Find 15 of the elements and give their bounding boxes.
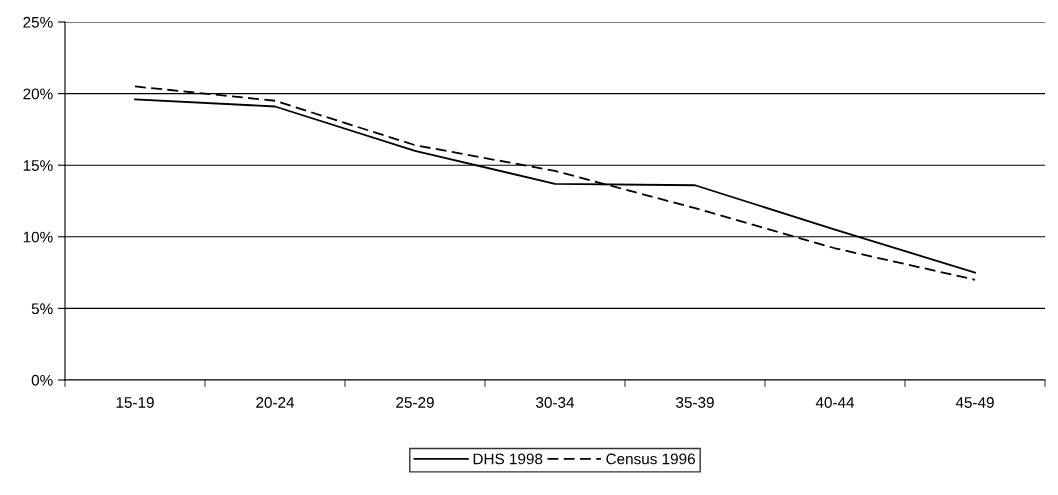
x-tick-label: 20-24 <box>256 397 295 408</box>
x-tick-label: 30-34 <box>536 397 575 408</box>
x-tick-label: 15-19 <box>116 397 154 408</box>
y-tick-label: 5% <box>31 303 53 315</box>
y-tick-label: 10% <box>23 231 53 243</box>
y-tick-label: 15% <box>23 160 53 171</box>
y-tick-label: 25% <box>23 16 53 28</box>
y-tick-label: 20% <box>23 88 53 100</box>
y-tick-label: 0% <box>31 374 53 386</box>
x-tick-label: 25-29 <box>396 397 434 408</box>
x-tick-label: 35-39 <box>676 397 714 408</box>
legend-label: Census 1996 <box>606 453 695 465</box>
legend-label: DHS 1998 <box>473 453 543 465</box>
x-tick-label: 45-49 <box>955 397 994 408</box>
x-tick-label: 40-44 <box>815 397 855 408</box>
